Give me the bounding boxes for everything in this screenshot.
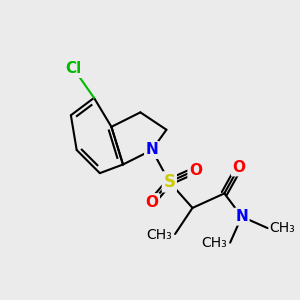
Text: CH₃: CH₃ [202,236,227,250]
Text: O: O [146,195,158,210]
Text: O: O [189,163,202,178]
Text: CH₃: CH₃ [146,228,172,242]
Text: S: S [163,173,175,191]
Text: Cl: Cl [66,61,82,76]
Text: N: N [235,209,248,224]
Text: CH₃: CH₃ [269,221,295,235]
Text: N: N [146,142,158,158]
Text: O: O [232,160,245,175]
